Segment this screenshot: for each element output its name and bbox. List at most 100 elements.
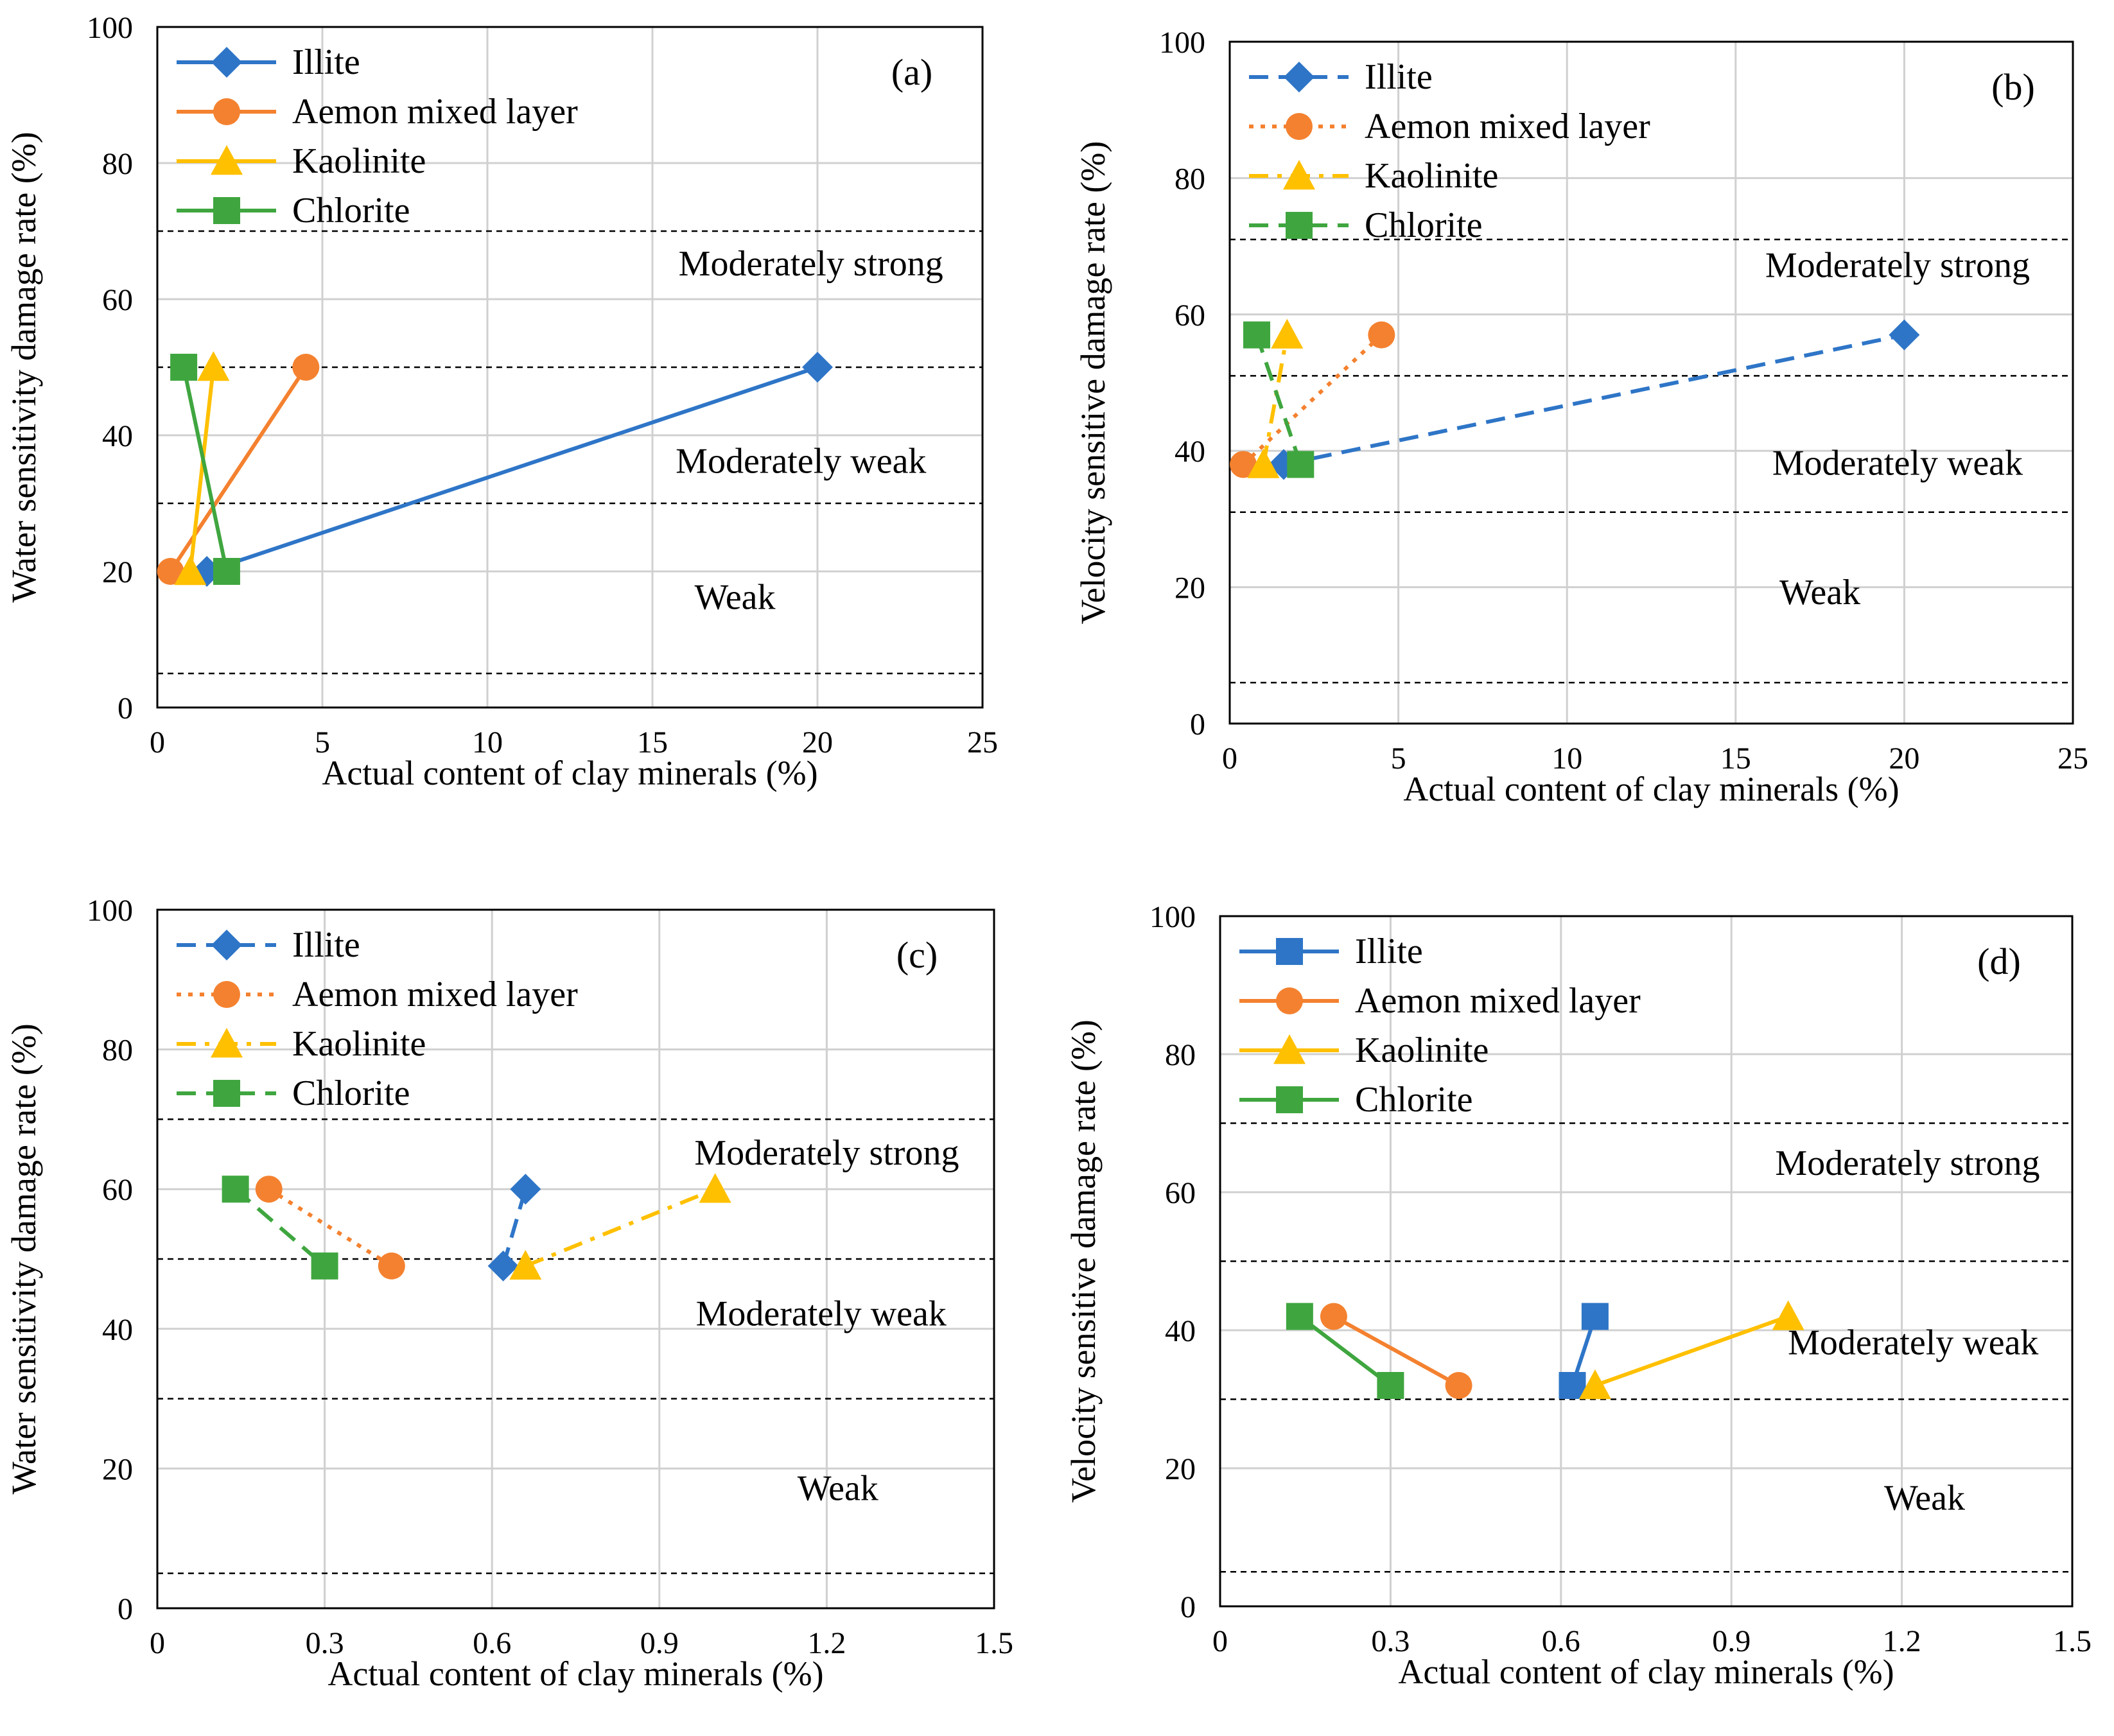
legend-marker-square (213, 197, 240, 224)
plot-frame (156, 26, 984, 709)
x-tick-label: 1.5 (2053, 1624, 2092, 1658)
series-line (525, 1187, 716, 1268)
legend-marker-circle (1286, 113, 1313, 140)
y-tick-label: 100 (87, 11, 133, 45)
zone-label: Weak (694, 577, 775, 617)
y-tick-label: 80 (1175, 162, 1205, 196)
x-tick-label: 10 (472, 725, 503, 759)
zone-label: Weak (798, 1468, 878, 1508)
plot-frame (156, 908, 995, 1610)
series-kaolinite (1578, 1300, 1804, 1400)
zone-label: Moderately strong (1775, 1143, 2040, 1183)
data-point-square (1377, 1372, 1404, 1399)
data-point-square (222, 1176, 249, 1203)
legend-label: Illite (1365, 57, 1433, 97)
x-tick-label: 25 (2057, 742, 2088, 776)
data-point-diamond (802, 352, 833, 383)
x-tick-label: 20 (802, 725, 833, 759)
legend-label: Aemon mixed layer (1365, 107, 1650, 146)
x-tick-label: 0 (150, 725, 165, 759)
y-tick-label: 40 (1175, 435, 1205, 469)
zone-label: Moderately strong (694, 1133, 959, 1173)
series-line (1298, 1315, 1392, 1387)
y-axis-title: Velocity sensitive damage rate (%) (1064, 1020, 1103, 1503)
legend-label: Chlorite (292, 191, 410, 230)
legend-marker-diamond (211, 930, 242, 960)
plot-frame (1228, 40, 2074, 725)
chart-panel-d: 0 0.3 0.6 0.9 1.2 1.5 0 20 40 60 80 100 Actual conte… (1064, 900, 2092, 1691)
data-point-diamond (510, 1174, 541, 1205)
x-tick-label: 15 (1720, 742, 1751, 776)
legend-marker-circle (213, 98, 240, 125)
x-tick-label: 0 (1222, 742, 1237, 776)
x-tick-label: 15 (637, 725, 668, 759)
series-line (1241, 333, 1383, 466)
data-point-diamond (487, 1250, 519, 1281)
legend: Illite Aemon mixed layer Kaolinite Chlorite (177, 925, 578, 1113)
legend-label: Aemon mixed layer (292, 92, 578, 132)
legend-marker-diamond (211, 47, 242, 78)
data-point-triangle (1772, 1300, 1804, 1330)
zone-label: Moderately weak (1772, 443, 2023, 483)
series-line (1332, 1314, 1460, 1387)
series-chlorite (170, 354, 240, 585)
y-tick-label: 100 (1149, 900, 1196, 934)
x-tick-label: 0 (1212, 1624, 1228, 1658)
series-line (234, 1187, 326, 1268)
legend-marker-circle (1276, 987, 1303, 1014)
data-point-triangle (699, 1173, 731, 1203)
zone-label: Moderately weak (1788, 1323, 2038, 1363)
series-chlorite (1243, 321, 1315, 478)
y-tick-label: 0 (118, 1592, 133, 1626)
legend: Illite Aemon mixed layer Kaolinite Chlorite (1239, 932, 1641, 1120)
series-kaolinite (1247, 318, 1304, 478)
legend-marker-triangle (211, 1028, 243, 1058)
y-tick-label: 80 (102, 147, 133, 181)
x-tick-label: 0 (150, 1626, 165, 1660)
legend-marker-diamond (1284, 62, 1315, 92)
series-line (268, 1187, 393, 1268)
x-tick-label: 20 (1889, 742, 1919, 776)
series-aemon-mixed-layer (255, 1176, 405, 1280)
data-point-square (1581, 1303, 1609, 1330)
legend-label: Kaolinite (1355, 1030, 1489, 1070)
panel-label: (c) (896, 934, 938, 976)
y-tick-label: 100 (87, 894, 133, 928)
legend-label: Chlorite (292, 1073, 410, 1113)
y-tick-label: 80 (1165, 1038, 1196, 1072)
x-tick-label: 0.3 (1371, 1624, 1410, 1658)
legend-label: Illite (292, 925, 360, 965)
legend-label: Chlorite (1355, 1080, 1473, 1120)
legend: Illite Aemon mixed layer Kaolinite Chlorite (1249, 57, 1650, 245)
legend-marker-triangle (211, 145, 243, 175)
y-tick-label: 0 (1180, 1590, 1196, 1624)
series-aemon-mixed-layer (157, 354, 320, 585)
series-line (1283, 333, 1905, 467)
data-point-square (1243, 321, 1271, 349)
x-tick-label: 1.2 (1883, 1624, 1921, 1658)
x-axis-title: Actual content of clay minerals (%) (328, 1654, 823, 1693)
data-point-circle (292, 354, 320, 381)
zone-label: Weak (1884, 1479, 1965, 1518)
data-point-square (311, 1252, 338, 1280)
series-line (1594, 1314, 1789, 1387)
x-tick-label: 25 (967, 725, 998, 759)
data-point-square (1286, 1303, 1313, 1330)
x-tick-label: 5 (1391, 742, 1406, 776)
data-point-circle (378, 1252, 405, 1280)
legend-label: Chlorite (1365, 205, 1483, 245)
y-tick-label: 40 (102, 419, 133, 453)
legend-label: Aemon mixed layer (1355, 981, 1641, 1021)
data-point-triangle (509, 1249, 542, 1280)
legend-label: Aemon mixed layer (292, 975, 578, 1014)
y-axis-title: Water sensitivity damage rate (%) (4, 132, 43, 602)
zone-label: Moderately weak (696, 1294, 947, 1333)
legend-marker-square (1276, 938, 1303, 965)
series-chlorite (1286, 1303, 1404, 1399)
y-tick-label: 60 (102, 283, 133, 317)
chart-panel-c: 0 0.3 0.6 0.9 1.2 1.5 0 20 40 60 80 100 Actual conte… (4, 894, 1013, 1693)
series-line (188, 367, 216, 572)
series-line (1261, 334, 1289, 465)
series-illite (1559, 1303, 1609, 1399)
x-tick-label: 0.3 (306, 1626, 344, 1660)
